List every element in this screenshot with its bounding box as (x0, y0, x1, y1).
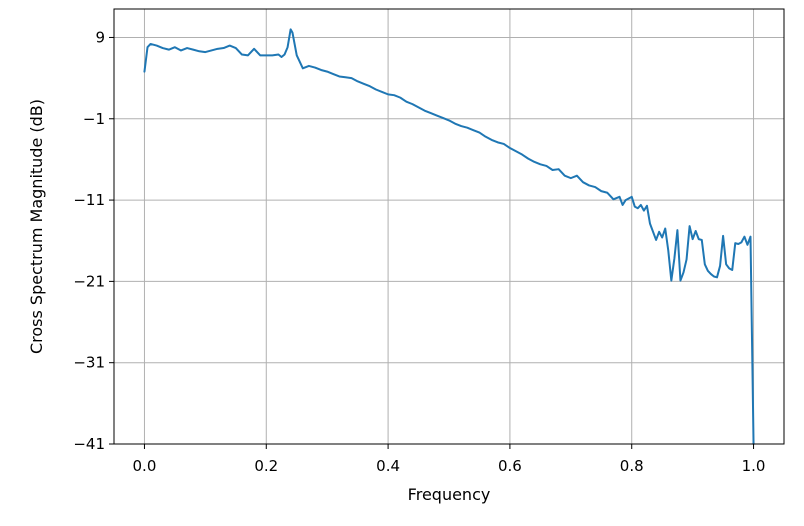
y-tick-label: 9 (95, 28, 105, 46)
x-axis-ticks: 0.0 0.2 0.4 0.6 0.8 1.0 (133, 444, 766, 475)
x-tick-label: 0.2 (254, 457, 278, 475)
grid (114, 9, 784, 445)
series-line-cross-spectrum (143, 28, 755, 445)
y-tick-label: −1 (83, 110, 105, 128)
y-tick-label: −21 (73, 272, 105, 290)
y-axis-ticks: 9 −1 −11 −21 −31 −41 (73, 28, 114, 453)
y-tick-label: −41 (73, 435, 105, 453)
y-axis-label: Cross Spectrum Magnitude (dB) (27, 99, 46, 354)
x-tick-label: 0.4 (376, 457, 400, 475)
x-axis-label: Frequency (408, 485, 491, 504)
y-tick-label: −11 (73, 191, 105, 209)
x-tick-label: 1.0 (742, 457, 766, 475)
y-tick-label: −31 (73, 354, 105, 372)
x-tick-label: 0.8 (620, 457, 644, 475)
plot-area-frame (113, 8, 785, 445)
x-tick-label: 0.0 (133, 457, 157, 475)
series-layer (143, 28, 755, 445)
x-tick-label: 0.6 (498, 457, 522, 475)
